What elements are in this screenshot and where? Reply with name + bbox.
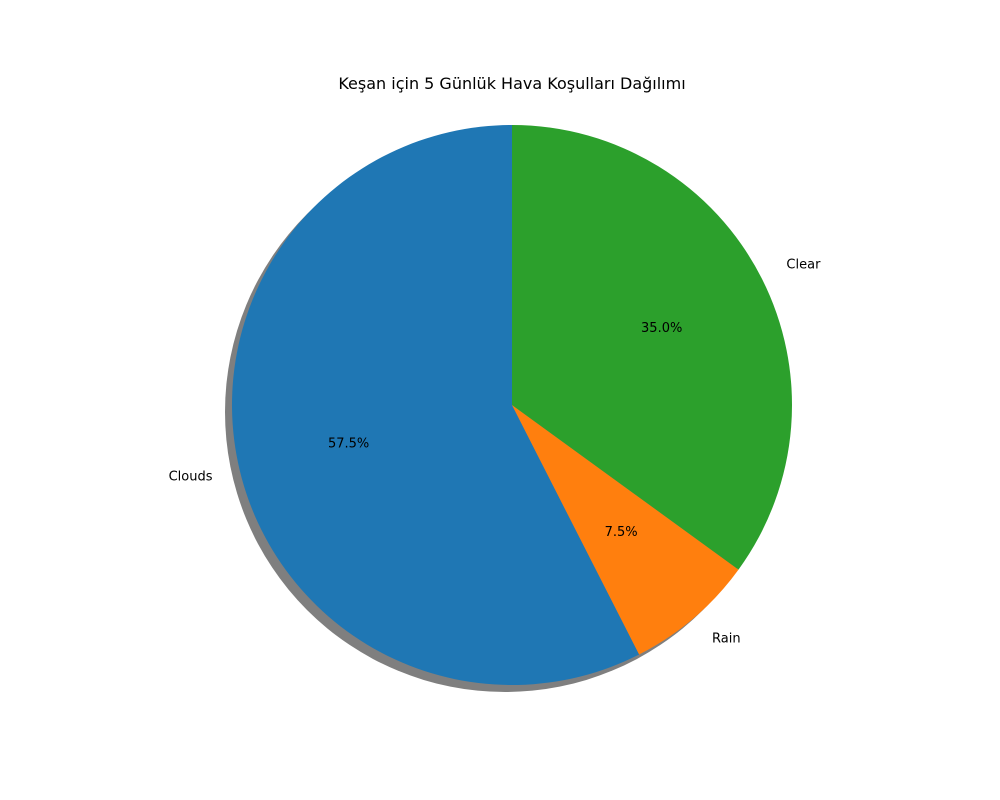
- pie-slice-rain: [512, 405, 739, 655]
- pct-label-clouds: 57.5%: [328, 437, 369, 452]
- chart-title: Keşan için 5 Günlük Hava Koşulları Dağıl…: [338, 74, 685, 93]
- slice-label-clear: Clear: [786, 258, 821, 273]
- pie-slices: [231, 125, 793, 685]
- pct-label-rain: 7.5%: [605, 525, 638, 540]
- slice-label-clouds: Clouds: [169, 469, 213, 484]
- pie-slice-clouds: [231, 125, 640, 685]
- pie-slice-clear: [512, 125, 793, 570]
- slice-label-rain: Rain: [712, 632, 741, 647]
- pct-label-clear: 35.0%: [641, 321, 682, 336]
- pie-labels: Clouds 57.5% Rain 7.5% Clear 35.0%: [169, 258, 821, 647]
